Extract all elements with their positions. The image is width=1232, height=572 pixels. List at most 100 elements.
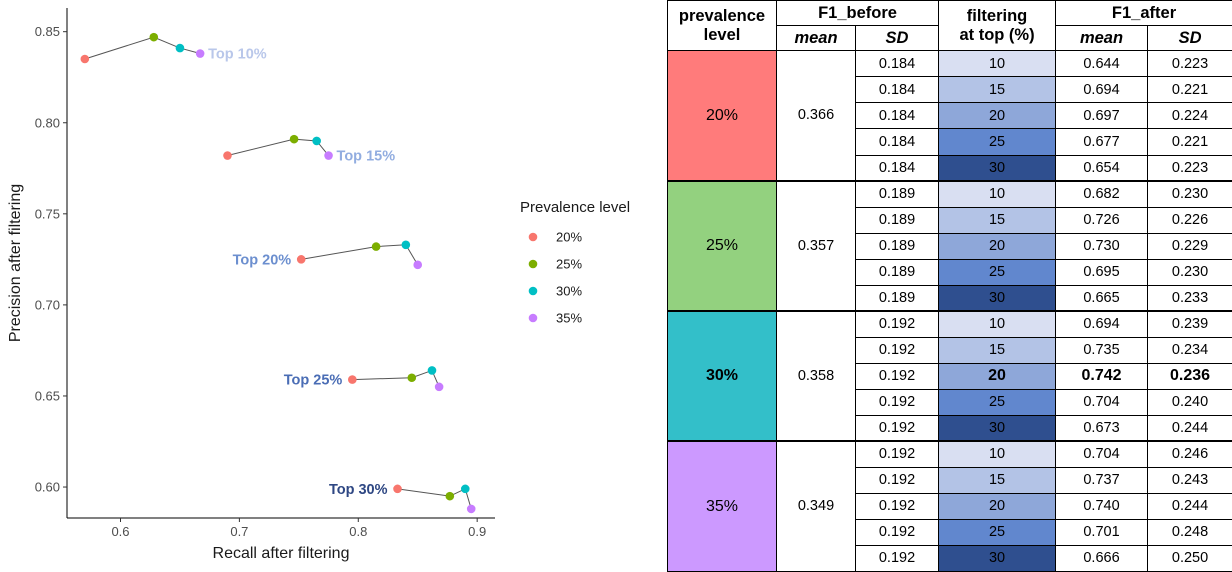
group-line [227,138,329,157]
filter-cell: 25 [938,128,1057,156]
f1-after-sd-cell: 0.226 [1147,206,1232,234]
group-line [397,488,472,510]
table-row: 0.192 20 0.742 0.236 [668,362,1232,390]
f1-after-sd-header: SD [1147,25,1232,52]
f1-before-sd-cell: 0.184 [854,50,940,78]
f1-before-mean-cell: 0.357 [776,180,856,312]
data-point [195,49,205,58]
legend-label: 25% [556,257,582,272]
f1-after-sd-cell: 0.244 [1147,492,1232,520]
f1-after-mean-cell: 0.673 [1055,414,1149,442]
legend-key [528,313,538,323]
group-line [352,369,440,388]
f1-before-sd-cell: 0.184 [854,76,940,104]
group-label: Top 20% [233,252,292,268]
f1-before-mean-cell: 0.349 [776,440,856,572]
point-group: Top 20% [233,240,423,270]
data-point [371,242,381,251]
table-row: 25% 0.357 0.189 10 0.682 0.230 [667,180,1232,312]
y-tick-label: 0.60 [35,480,60,495]
table-row: 0.184 20 0.697 0.224 [668,102,1232,130]
f1-after-mean-cell: 0.726 [1055,206,1149,234]
point-group: Top 30% [329,482,476,514]
filter-cell: 30 [938,154,1057,182]
f1-after-mean-cell: 0.704 [1055,440,1149,468]
f1-after-sd-cell: 0.240 [1147,388,1232,416]
data-point [413,260,423,270]
table-row: 0.189 15 0.726 0.226 [668,206,1232,234]
filtering-header-line1: filtering [966,6,1028,25]
f1-after-sd-cell: 0.239 [1147,310,1232,338]
f1-after-mean-header: mean [1055,25,1149,52]
x-ticks: 0.6 0.7 0.8 0.9 [111,518,486,539]
f1-before-sd-cell: 0.192 [854,440,940,468]
legend-key [528,286,538,296]
plot-axes [66,8,495,519]
f1-before-sd-cell: 0.184 [854,102,940,130]
data-point [223,151,232,160]
prevalence-cell: 35% [667,440,777,572]
f1-before-sd-header: SD [854,25,940,52]
f1-after-sd-cell: 0.229 [1147,232,1232,260]
table-row: 0.189 20 0.730 0.229 [668,232,1232,260]
filter-cell: 15 [938,336,1057,364]
filter-cell: 30 [938,414,1057,442]
legend-key [528,232,538,242]
f1-after-mean-cell: 0.694 [1055,76,1149,104]
f1-before-sd-cell: 0.192 [854,518,940,546]
legend-title: Prevalence level [520,199,630,216]
f1-before-mean-header: mean [776,25,856,52]
f1-after-sd-cell: 0.224 [1147,102,1232,130]
data-point [460,484,470,494]
table-row: 0.189 25 0.695 0.230 [668,258,1232,286]
f1-after-sd-cell: 0.221 [1147,128,1232,156]
legend-label: 30% [556,284,582,299]
f1-after-mean-cell: 0.644 [1055,50,1149,78]
f1-before-sd-cell: 0.192 [854,310,940,338]
filter-cell: 15 [938,206,1057,234]
group-line [84,36,201,60]
table-row: 30% 0.358 0.192 10 0.694 0.239 [667,310,1232,442]
f1-before-sd-cell: 0.189 [854,284,940,312]
legend: Prevalence level 20% 25% 30% 35% [520,199,630,326]
data-point [401,240,411,250]
data-point [289,134,299,144]
group-label: Top 15% [337,149,396,165]
f1-after-sd-cell: 0.223 [1147,50,1232,78]
filter-cell: 20 [938,232,1057,260]
data-point [324,151,333,160]
f1-after-mean-cell: 0.682 [1055,180,1149,208]
f1-before-sd-cell: 0.192 [854,388,940,416]
table-row: 0.184 25 0.677 0.221 [668,128,1232,156]
x-tick-label: 0.7 [230,524,248,539]
data-point [466,504,476,514]
f1-after-mean-cell: 0.695 [1055,258,1149,286]
f1-after-sd-cell: 0.221 [1147,76,1232,104]
plot-groups: Top 10% Top 15% Top 20% Top 25% Top 30% [80,32,476,514]
f1-after-mean-cell: 0.730 [1055,232,1149,260]
f1-after-mean-cell: 0.735 [1055,336,1149,364]
data-point [427,366,437,375]
f1-after-mean-cell: 0.701 [1055,518,1149,546]
y-ticks: 0.60 0.65 0.70 0.75 0.80 0.85 [35,24,67,495]
filter-cell: 10 [938,310,1057,338]
y-axis-title: Precision after filtering [7,184,24,342]
y-tick-label: 0.65 [35,388,60,403]
filter-cell: 10 [938,50,1057,78]
filter-cell: 25 [938,388,1057,416]
filter-cell: 10 [938,440,1057,468]
data-point [296,255,306,264]
prevalence-cell: 30% [667,310,777,442]
f1-after-sd-cell: 0.234 [1147,336,1232,364]
filter-cell: 15 [938,466,1057,494]
data-point [80,54,90,64]
group-label: Top 10% [208,47,267,63]
data-point [149,32,159,42]
f1-after-sd-cell: 0.248 [1147,518,1232,546]
data-point [407,373,417,383]
filter-cell: 25 [938,518,1057,546]
f1-before-sd-cell: 0.192 [854,414,940,442]
f1-before-sd-cell: 0.189 [854,206,940,234]
f1-after-mean-cell: 0.694 [1055,310,1149,338]
scatter-plot: 0.6 0.7 0.8 0.9 0.60 0.65 0.70 0.75 0.80 0.85 Re… [7,8,630,562]
